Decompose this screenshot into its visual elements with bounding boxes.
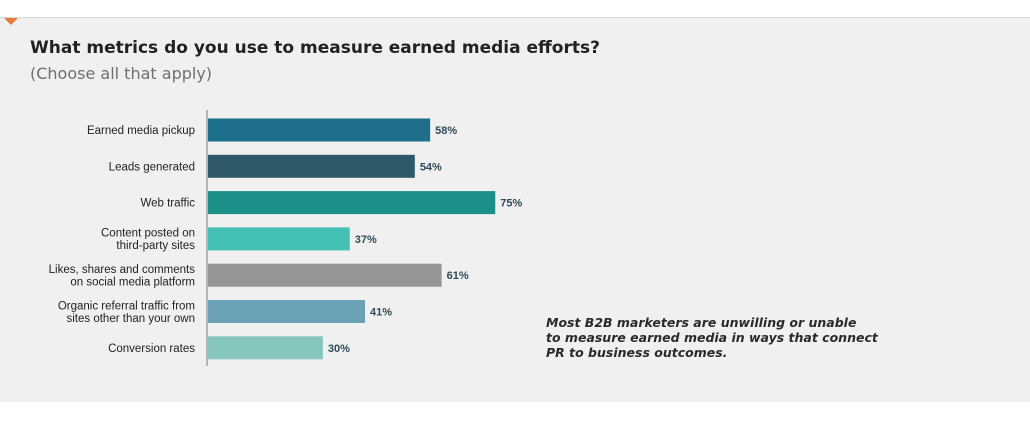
- bar: [208, 263, 442, 287]
- category-label-line: Likes, shares and comments: [49, 264, 196, 276]
- category-label-line: Web traffic: [140, 198, 195, 210]
- bar: [208, 118, 431, 142]
- orange-triangle-marker-icon: [4, 18, 18, 25]
- category-label-line: third-party sites: [116, 240, 195, 252]
- bar: [208, 191, 496, 215]
- chart-panel: [0, 18, 1030, 402]
- category-label: Content posted on third-party sites: [101, 228, 195, 253]
- bar-value-label: 58%: [435, 125, 457, 137]
- category-label-line: Conversion rates: [108, 343, 195, 355]
- bar-value-label: 61%: [447, 270, 469, 282]
- bar-value-label: 75%: [500, 198, 522, 210]
- top-divider: [0, 17, 1030, 18]
- category-label-line: on social media platform: [70, 276, 195, 288]
- category-label: Likes, shares and comments on social medi…: [49, 264, 196, 289]
- bar-value-label: 54%: [420, 161, 442, 173]
- category-label-line: Content posted on: [101, 228, 195, 240]
- category-label-line: Organic referral traffic from: [58, 300, 195, 312]
- category-label: Organic referral traffic from sites other…: [58, 300, 195, 325]
- category-label-line: Earned media pickup: [87, 125, 195, 137]
- category-label-line: Leads generated: [109, 161, 195, 173]
- category-label-line: sites other than your own: [67, 313, 196, 325]
- bar: [208, 300, 366, 323]
- chart-title: What metrics do you use to measure earne…: [30, 38, 600, 58]
- chart-subtitle: (Choose all that apply): [30, 64, 213, 83]
- category-label: Earned media pickup: [87, 125, 195, 137]
- bar: [208, 336, 323, 360]
- category-label: Conversion rates: [108, 343, 195, 355]
- bar-value-label: 37%: [355, 234, 377, 246]
- category-label: Web traffic: [140, 198, 195, 210]
- bar: [208, 154, 415, 178]
- bar: [208, 227, 350, 251]
- callout-note: Most B2B marketers are unwilling or unab…: [546, 315, 878, 360]
- bar-value-label: 41%: [370, 307, 392, 319]
- bar-value-label: 30%: [328, 343, 350, 355]
- category-label: Leads generated: [109, 161, 195, 173]
